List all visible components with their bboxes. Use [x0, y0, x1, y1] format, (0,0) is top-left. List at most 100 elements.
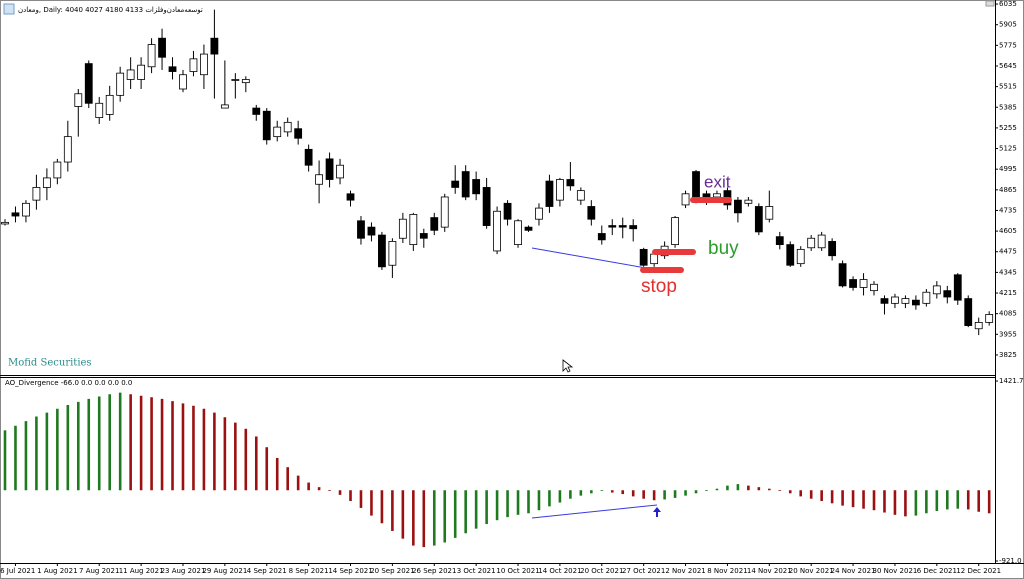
x-tick-label: 24 Nov 2021 — [831, 567, 876, 575]
candle-body — [692, 171, 700, 201]
candle-body — [378, 234, 386, 268]
candle-body — [294, 128, 303, 139]
candle-body — [63, 136, 72, 163]
candle-body — [891, 296, 899, 304]
y-tick-label: 3825 — [999, 351, 1017, 359]
candle-body — [116, 72, 125, 96]
candle-body — [639, 248, 648, 266]
mouse-cursor — [562, 359, 574, 373]
x-tick-label: 3 Oct 2021 — [457, 567, 496, 575]
candle-body — [241, 79, 250, 84]
candle-body — [535, 207, 543, 220]
window-button[interactable] — [985, 0, 995, 7]
candle-body — [650, 253, 659, 265]
x-tick-label: 23 Aug 2021 — [161, 567, 206, 575]
candle-body — [849, 279, 857, 288]
y-tick-label: 4215 — [999, 289, 1017, 297]
candle-body — [440, 196, 449, 228]
candle-body — [126, 69, 135, 80]
candle-body — [754, 206, 763, 233]
y-tick-label: 5905 — [999, 21, 1017, 29]
candle-body — [985, 314, 994, 323]
window-icon — [3, 3, 15, 15]
candle-body — [974, 321, 983, 330]
candle-body — [911, 299, 920, 306]
candle-body — [566, 179, 575, 187]
candle-body — [53, 161, 62, 179]
candle-body — [11, 212, 20, 217]
y-tick-label: 5125 — [999, 145, 1017, 153]
candle-body — [336, 164, 344, 179]
candle-body — [388, 241, 397, 266]
candle-body — [576, 190, 585, 201]
candle-body — [430, 217, 439, 231]
candle-body — [482, 187, 491, 226]
candle-body — [22, 202, 30, 217]
candle-body — [461, 171, 470, 198]
candle-body — [629, 225, 638, 230]
x-tick-label: 20 Nov 2021 — [789, 567, 834, 575]
chart-title: ومعادن, Daily: 4040 4027 4180 4133 توسعه… — [18, 6, 203, 14]
divergence-line — [531, 247, 647, 269]
candle-body — [158, 37, 166, 58]
exit-label: exit — [704, 172, 731, 191]
candle-body — [493, 210, 501, 252]
x-tick-label: 6 Dec 2021 — [917, 567, 957, 575]
candle-body — [179, 74, 187, 90]
candle-body — [168, 66, 177, 72]
y-tick-label: 5775 — [999, 41, 1017, 49]
candle-body — [252, 107, 261, 115]
x-tick-label: 14 Sep 2021 — [328, 567, 372, 575]
candle-body — [953, 274, 962, 301]
candle-body — [796, 248, 805, 265]
candle-body — [367, 226, 376, 236]
candle-body — [398, 218, 407, 239]
y-tick-label: 5255 — [999, 124, 1017, 132]
x-tick-label: 26 Sep 2021 — [412, 567, 456, 575]
divergence-line — [531, 504, 658, 519]
candle-body — [870, 283, 878, 292]
candle-body — [556, 179, 564, 201]
candle-body — [503, 202, 512, 220]
candle-body — [304, 148, 313, 166]
candle-body — [775, 236, 784, 246]
x-tick-label: 14 Oct 2021 — [538, 567, 581, 575]
candle-body — [357, 220, 365, 239]
candle-body — [42, 177, 51, 188]
signal-arrow — [653, 507, 661, 517]
candle-body — [859, 279, 868, 288]
y-tick-label: -921.0 — [999, 557, 1022, 565]
candle-body — [744, 199, 753, 204]
watermark: Mofid Securities — [8, 358, 92, 369]
candle-body — [409, 214, 418, 246]
x-tick-label: 8 Nov 2021 — [707, 567, 747, 575]
x-tick-label: 20 Oct 2021 — [580, 567, 623, 575]
y-tick-label: 5645 — [999, 62, 1017, 70]
candle-body — [105, 94, 114, 115]
candle-body — [817, 234, 826, 249]
y-tick-label: 4475 — [999, 248, 1017, 256]
y-tick-label: 5515 — [999, 83, 1017, 91]
indicator-title: AO_Divergence -66.0 0.0 0.0 0.0 0.0 — [5, 379, 132, 387]
candle-body — [200, 53, 208, 76]
candle-body — [262, 110, 271, 141]
candle-body — [189, 58, 198, 72]
y-tick-label: 4865 — [999, 186, 1017, 194]
candle-body — [84, 63, 93, 104]
candle-body — [964, 298, 973, 326]
candle-body — [786, 244, 795, 266]
candle-body — [1, 221, 9, 225]
candle-body — [765, 206, 774, 220]
candle-body — [210, 37, 219, 55]
x-tick-label: 26 Jul 2021 — [0, 567, 35, 575]
candle-body — [608, 225, 617, 228]
candle-body — [681, 193, 690, 206]
candle-body — [220, 104, 229, 109]
y-tick-label: 6035 — [999, 0, 1017, 8]
y-tick-label: 1421.7 — [999, 377, 1024, 385]
candle-body — [419, 233, 428, 239]
y-tick-label: 4995 — [999, 165, 1017, 173]
candle-body — [922, 291, 931, 304]
